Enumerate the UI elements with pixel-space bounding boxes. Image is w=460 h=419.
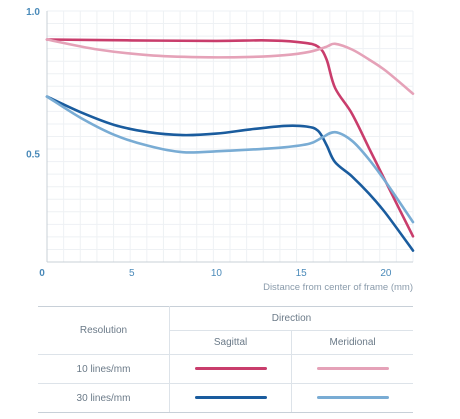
series-line-2 [45, 95, 415, 252]
y-tick-label: 1.0 [26, 7, 40, 18]
x-axis-label: Distance from center of frame (mm) [263, 282, 413, 293]
x-tick-label: 20 [380, 268, 392, 279]
series-line-1 [45, 38, 415, 95]
series-line-3 [45, 95, 415, 224]
x-tick-label: 0 [39, 268, 45, 279]
chart-series [45, 38, 415, 252]
chart-axes [46, 11, 413, 263]
swatch-10-meridional [316, 367, 389, 371]
sagittal-header: Sagittal [169, 330, 293, 355]
legend-row-30: 30 lines/mm [38, 383, 413, 413]
swatch-30-sagittal [194, 396, 267, 400]
mtf-chart: 1.0 0.5 0 5 10 15 20 Distance from center of f… [26, 7, 415, 293]
direction-header: Direction [169, 306, 413, 331]
legend-row-10: 10 lines/mm [38, 354, 413, 384]
x-tick-label: 15 [296, 268, 308, 279]
chart-grid [46, 10, 414, 263]
row-label-30: 30 lines/mm [38, 383, 170, 413]
chart-ticks: 1.0 0.5 0 5 10 15 20 [26, 7, 392, 279]
y-tick-label: 0.5 [26, 150, 40, 161]
meridional-header: Meridional [329, 337, 376, 348]
swatch-10-sagittal [194, 367, 267, 371]
resolution-header: Resolution [38, 306, 170, 355]
legend-table: Resolution Direction Sagittal Meridional… [38, 306, 413, 413]
x-tick-label: 10 [211, 268, 223, 279]
swatch-30-meridional [316, 396, 389, 400]
row-label-10: 10 lines/mm [38, 354, 170, 384]
x-tick-label: 5 [129, 268, 135, 279]
